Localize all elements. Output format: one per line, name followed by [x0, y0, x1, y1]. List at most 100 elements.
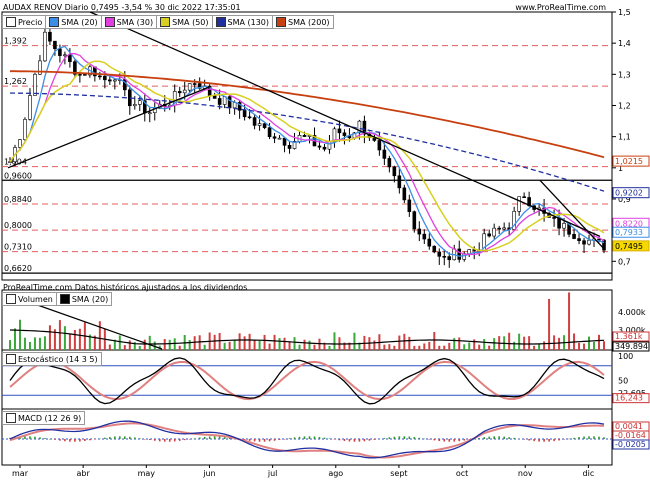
volume-bar [223, 342, 226, 350]
candle-body [432, 245, 437, 253]
stoch-tick-label: 100 [618, 352, 633, 361]
candle-body [382, 149, 387, 159]
volume-bar [583, 343, 586, 350]
candle-body [33, 73, 37, 96]
price-tick-label: 1 [618, 164, 623, 173]
level-label: 1,262 [4, 77, 27, 86]
macd-legend: MACD (12 26 9) [2, 411, 86, 425]
volume-bar [203, 344, 206, 350]
volume-bar [98, 321, 101, 350]
candle-body [103, 75, 107, 81]
legend-label: SMA (20) [71, 294, 109, 304]
stoch-value-label: 16,243 [615, 394, 643, 403]
volume-bar [398, 335, 401, 350]
macd-histogram-bar [393, 436, 396, 439]
candle-body [267, 127, 272, 138]
volume-bar [388, 344, 391, 350]
macd-histogram-bar [333, 439, 336, 440]
volume-bar [248, 333, 251, 350]
legend-item-price-2: SMA (30) [102, 16, 158, 28]
volume-bar [428, 341, 431, 350]
macd-histogram-bar [538, 439, 540, 442]
macd-histogram-bar [353, 439, 356, 442]
candle-body [113, 79, 117, 82]
volume-bar [63, 326, 66, 350]
candle-body [83, 74, 87, 76]
macd-histogram-bar [54, 439, 56, 440]
macd-histogram-bar [578, 437, 580, 439]
candle-body [277, 137, 282, 140]
volume-bar [543, 341, 546, 350]
candle-body [147, 112, 152, 115]
macd-histogram-bar [39, 437, 41, 439]
macd-histogram-bar [338, 439, 341, 441]
volume-bar [493, 338, 496, 350]
volume-bar [598, 334, 601, 350]
month-label: oct [456, 469, 468, 478]
macd-histogram-bar [133, 437, 136, 439]
candle-body [587, 240, 591, 245]
macd-histogram-bar [313, 436, 316, 439]
macd-histogram-bar [183, 439, 186, 441]
volume-label-box [612, 341, 650, 352]
level-label: 0,7310 [4, 243, 32, 252]
candle-body [43, 31, 47, 62]
candle-body [572, 233, 576, 239]
macd-histogram-bar [488, 436, 490, 439]
macd-histogram-bar [343, 439, 346, 441]
month-label: abr [77, 469, 91, 478]
candle-body [182, 89, 187, 94]
volume-bar [353, 332, 356, 350]
volume-bar [528, 336, 531, 350]
macd-histogram-bar [378, 438, 381, 440]
macd-histogram-bar [278, 439, 281, 441]
candle-body [517, 196, 521, 212]
macd-histogram-bar [433, 439, 436, 441]
candle-body [227, 96, 232, 109]
month-label: jul [267, 469, 278, 478]
macd-histogram-bar [168, 439, 171, 442]
candle-body [392, 166, 397, 177]
macd-histogram-bar [408, 436, 411, 439]
macd-histogram-bar [423, 438, 426, 440]
volume-bar [403, 333, 406, 350]
macd-histogram-bar [34, 436, 36, 439]
macd-histogram-bar [128, 436, 131, 439]
volume-bar [293, 337, 296, 350]
candle-body [357, 120, 362, 134]
macd-histogram-bar [508, 437, 510, 439]
volume-bar [418, 345, 421, 350]
macd-histogram-bar [523, 439, 525, 440]
macd-histogram-bar [478, 437, 481, 439]
stochastic-legend: Estocástico (14 3 5) [2, 352, 102, 366]
legend-label: SMA (30) [116, 17, 154, 27]
macd-histogram-bar [188, 439, 191, 440]
volume-bar [523, 336, 526, 350]
candle-body [397, 175, 402, 189]
level-label: 0,6620 [4, 264, 32, 273]
price-label-box [612, 226, 650, 238]
volume-bar [198, 335, 201, 350]
legend-swatch [6, 413, 16, 423]
legend-label: SMA (50) [172, 17, 209, 27]
macd-histogram-bar [518, 438, 520, 440]
volume-bar [333, 332, 336, 350]
candle-body [73, 61, 77, 75]
macd-histogram-bar [543, 439, 545, 442]
price-tick-label: 1,2 [618, 101, 631, 110]
sma-130-line [9, 92, 605, 192]
candle-body [242, 110, 247, 118]
legend-item-price-4: SMA (130) [213, 16, 274, 28]
volume-bar [38, 337, 41, 350]
macd-histogram-bar [558, 439, 560, 441]
macd-histogram-bar [413, 437, 416, 439]
candle-body [342, 132, 347, 136]
macd-histogram-bar [218, 436, 221, 439]
macd-signal-line [9, 422, 605, 459]
volume-bar [413, 345, 416, 350]
macd-histogram-bar [203, 436, 206, 439]
price-tick-label: 0,7 [618, 257, 631, 266]
volume-bar [438, 345, 441, 350]
candle-body [217, 98, 222, 105]
macd-histogram-bar [119, 436, 121, 439]
